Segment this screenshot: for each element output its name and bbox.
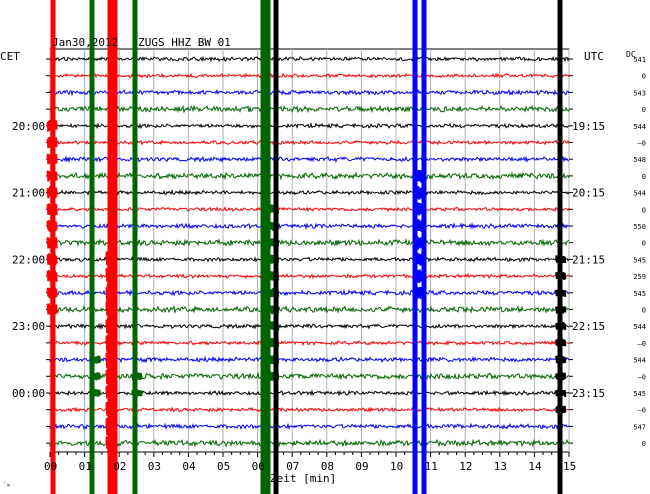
dc-value: 545 bbox=[633, 256, 646, 264]
x-tick-label: 02 bbox=[113, 460, 126, 473]
dc-value: 543 bbox=[633, 89, 646, 97]
dc-label: DC bbox=[626, 50, 636, 59]
trace-line bbox=[49, 237, 570, 247]
trace-line bbox=[49, 88, 570, 97]
dc-value: 544 bbox=[633, 190, 646, 198]
trace-line bbox=[49, 406, 570, 414]
right-time-label: 20:15 bbox=[572, 187, 605, 200]
left-time-label: 23:00 bbox=[12, 320, 45, 333]
x-tick-label: 06 bbox=[252, 460, 265, 473]
x-tick-label: 11 bbox=[425, 460, 438, 473]
trace-line bbox=[49, 55, 570, 63]
dc-value: 0 bbox=[642, 106, 646, 114]
trace-line bbox=[49, 422, 570, 431]
x-tick-label: 09 bbox=[355, 460, 368, 473]
x-tick-label: 01 bbox=[79, 460, 92, 473]
right-time-label: 19:15 bbox=[572, 120, 605, 133]
trace-line bbox=[49, 139, 570, 146]
trace-line bbox=[49, 339, 570, 347]
x-tick-label: 03 bbox=[148, 460, 161, 473]
trace-line bbox=[49, 171, 570, 181]
trace-line bbox=[49, 322, 570, 331]
utc-label: UTC bbox=[584, 50, 604, 63]
left-time-label: 20:00 bbox=[12, 120, 45, 133]
trace-line bbox=[49, 272, 570, 280]
event-lines bbox=[46, 0, 567, 494]
x-tick-label: 14 bbox=[528, 460, 542, 473]
trace-line bbox=[49, 222, 570, 230]
dc-value: 545 bbox=[633, 290, 646, 298]
dc-value: 541 bbox=[633, 56, 646, 64]
dc-value: 0 bbox=[642, 73, 646, 81]
dc-value: 550 bbox=[633, 223, 646, 231]
trace-line bbox=[49, 206, 570, 213]
dc-value: 259 bbox=[633, 273, 646, 281]
trace-group bbox=[49, 55, 570, 448]
x-tick-label: 12 bbox=[459, 460, 472, 473]
right-time-label: 21:15 bbox=[572, 253, 605, 266]
trace-line bbox=[49, 371, 570, 381]
chart-title: Jan30,2012 ZUGS HHZ BW 01 bbox=[52, 36, 231, 49]
dc-value: 544 bbox=[633, 323, 646, 331]
trace-line bbox=[49, 305, 570, 315]
cet-label: CET bbox=[0, 50, 20, 63]
x-tick-label: 10 bbox=[390, 460, 403, 473]
dc-value: –0 bbox=[638, 340, 646, 348]
x-tick-label: 00 bbox=[44, 460, 57, 473]
dc-value: 0 bbox=[642, 307, 646, 315]
x-tick-label: 15 bbox=[563, 460, 576, 473]
dc-value: –0 bbox=[638, 407, 646, 415]
trace-line bbox=[49, 288, 570, 297]
trace-line bbox=[49, 122, 570, 130]
dc-value: 547 bbox=[633, 423, 646, 431]
x-tick-label: 08 bbox=[321, 460, 334, 473]
dc-value: –0 bbox=[638, 373, 646, 381]
dc-value: 0 bbox=[642, 440, 646, 448]
x-tick-label: 13 bbox=[494, 460, 507, 473]
trace-line bbox=[49, 355, 570, 364]
dc-value: 544 bbox=[633, 123, 646, 131]
trace-line bbox=[49, 256, 570, 263]
trace-line bbox=[49, 72, 570, 79]
x-axis-label: Zeit [min] bbox=[270, 472, 336, 485]
dc-value: 0 bbox=[642, 173, 646, 181]
dc-value: 548 bbox=[633, 156, 646, 164]
trace-line bbox=[49, 155, 570, 164]
x-tick-label: 04 bbox=[182, 460, 196, 473]
footer-mark: ´» bbox=[3, 482, 11, 489]
trace-line bbox=[49, 189, 570, 196]
right-time-label: 22:15 bbox=[572, 320, 605, 333]
left-time-label: 00:00 bbox=[12, 387, 45, 400]
left-time-label: 21:00 bbox=[12, 187, 45, 200]
grid bbox=[46, 48, 573, 457]
trace-line bbox=[49, 438, 570, 448]
x-tick-label: 07 bbox=[286, 460, 299, 473]
axis-labels: 00 01 02 03 04 05 06 07 08 09 10 11 12 13 14 1520:0021:… bbox=[12, 56, 646, 473]
dc-value: –0 bbox=[638, 140, 646, 148]
trace-line bbox=[49, 389, 569, 397]
x-tick-label: 05 bbox=[217, 460, 230, 473]
right-time-label: 23:15 bbox=[572, 387, 605, 400]
left-time-label: 22:00 bbox=[12, 253, 45, 266]
dc-value: 0 bbox=[642, 206, 646, 214]
trace-line bbox=[49, 104, 570, 114]
dc-value: 545 bbox=[633, 390, 646, 398]
dc-value: 544 bbox=[633, 357, 646, 365]
dc-value: 0 bbox=[642, 240, 646, 248]
